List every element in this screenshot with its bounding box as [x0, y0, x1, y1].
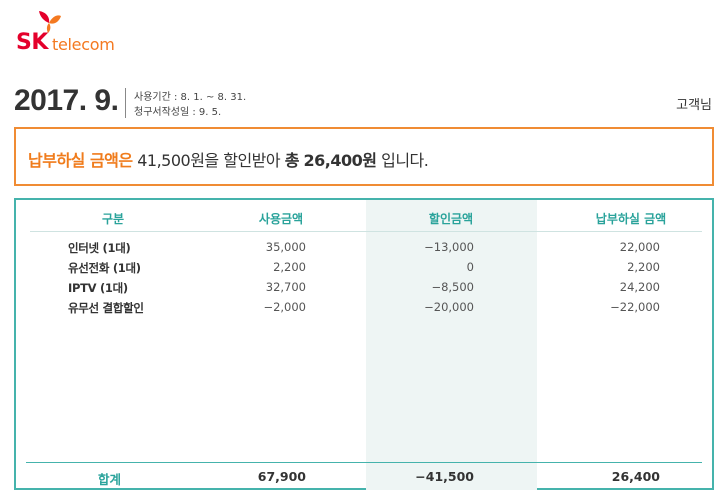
total-separator	[26, 462, 702, 463]
row-item: 유무선 결합할인	[68, 301, 144, 315]
table-row: 유무선 결합할인 −2,000 −20,000 −22,000	[16, 298, 712, 318]
issue-date: 청구서작성일 : 9. 5.	[134, 107, 222, 118]
total-row: 합계 67,900 −41,500 26,400	[16, 468, 712, 488]
summary-total-word: 총	[284, 151, 300, 170]
row-discount: −13,000	[424, 240, 474, 254]
bill-month: 2017. 9.	[14, 84, 119, 117]
column-header-payable: 납부하실 금액	[595, 212, 667, 226]
discount-column-highlight	[366, 200, 537, 490]
column-header-category: 구분	[101, 212, 125, 226]
header-divider	[125, 88, 126, 118]
sk-telecom-logo: SK telecom	[16, 8, 136, 55]
row-usage: −2,000	[263, 300, 306, 314]
row-payable: 24,200	[619, 280, 660, 294]
total-usage: 67,900	[257, 469, 306, 484]
column-header-discount: 할인금액	[428, 212, 474, 226]
bill-period-info: 사용기간 : 8. 1. ~ 8. 31. 청구서작성일 : 9. 5.	[134, 90, 246, 120]
row-item: 유선전화 (1대)	[68, 261, 141, 275]
row-usage: 2,200	[273, 260, 306, 274]
table-row: 인터넷 (1대) 35,000 −13,000 22,000	[16, 238, 712, 258]
row-payable: 22,000	[619, 240, 660, 254]
table-body: 인터넷 (1대) 35,000 −13,000 22,000 유선전화 (1대)…	[16, 238, 712, 318]
header-separator	[30, 231, 702, 232]
column-header-usage: 사용금액	[258, 212, 304, 226]
row-discount: 0	[466, 260, 474, 274]
customer-name: 고객님	[676, 98, 712, 113]
bill-detail-table: 구분 사용금액 할인금액 납부하실 금액 인터넷 (1대) 35,000 −13…	[14, 198, 714, 490]
row-usage: 35,000	[265, 240, 306, 254]
row-item: 인터넷 (1대)	[68, 241, 131, 255]
row-discount: −8,500	[431, 280, 474, 294]
total-payable: 26,400	[611, 469, 660, 484]
row-payable: −22,000	[610, 300, 660, 314]
row-payable: 2,200	[627, 260, 660, 274]
table-row: 유선전화 (1대) 2,200 0 2,200	[16, 258, 712, 278]
logo-telecom-text: telecom	[52, 35, 115, 54]
summary-lead: 납부하실 금액은	[28, 151, 133, 170]
payment-summary-box: 납부하실 금액은 41,500원을 할인받아 총 26,400원 입니다.	[14, 127, 714, 186]
row-discount: −20,000	[424, 300, 474, 314]
total-label: 합계	[98, 472, 122, 487]
summary-discount: 41,500원을 할인받아	[137, 151, 281, 170]
total-discount: −41,500	[415, 469, 474, 484]
summary-tail: 입니다.	[381, 151, 429, 170]
row-item: IPTV (1대)	[68, 281, 128, 295]
table-row: IPTV (1대) 32,700 −8,500 24,200	[16, 278, 712, 298]
usage-period: 사용기간 : 8. 1. ~ 8. 31.	[134, 92, 247, 103]
row-usage: 32,700	[265, 280, 306, 294]
sk-butterfly-icon	[39, 11, 61, 33]
summary-total-amount: 26,400원	[303, 151, 377, 170]
logo-sk-text: SK	[16, 30, 48, 55]
